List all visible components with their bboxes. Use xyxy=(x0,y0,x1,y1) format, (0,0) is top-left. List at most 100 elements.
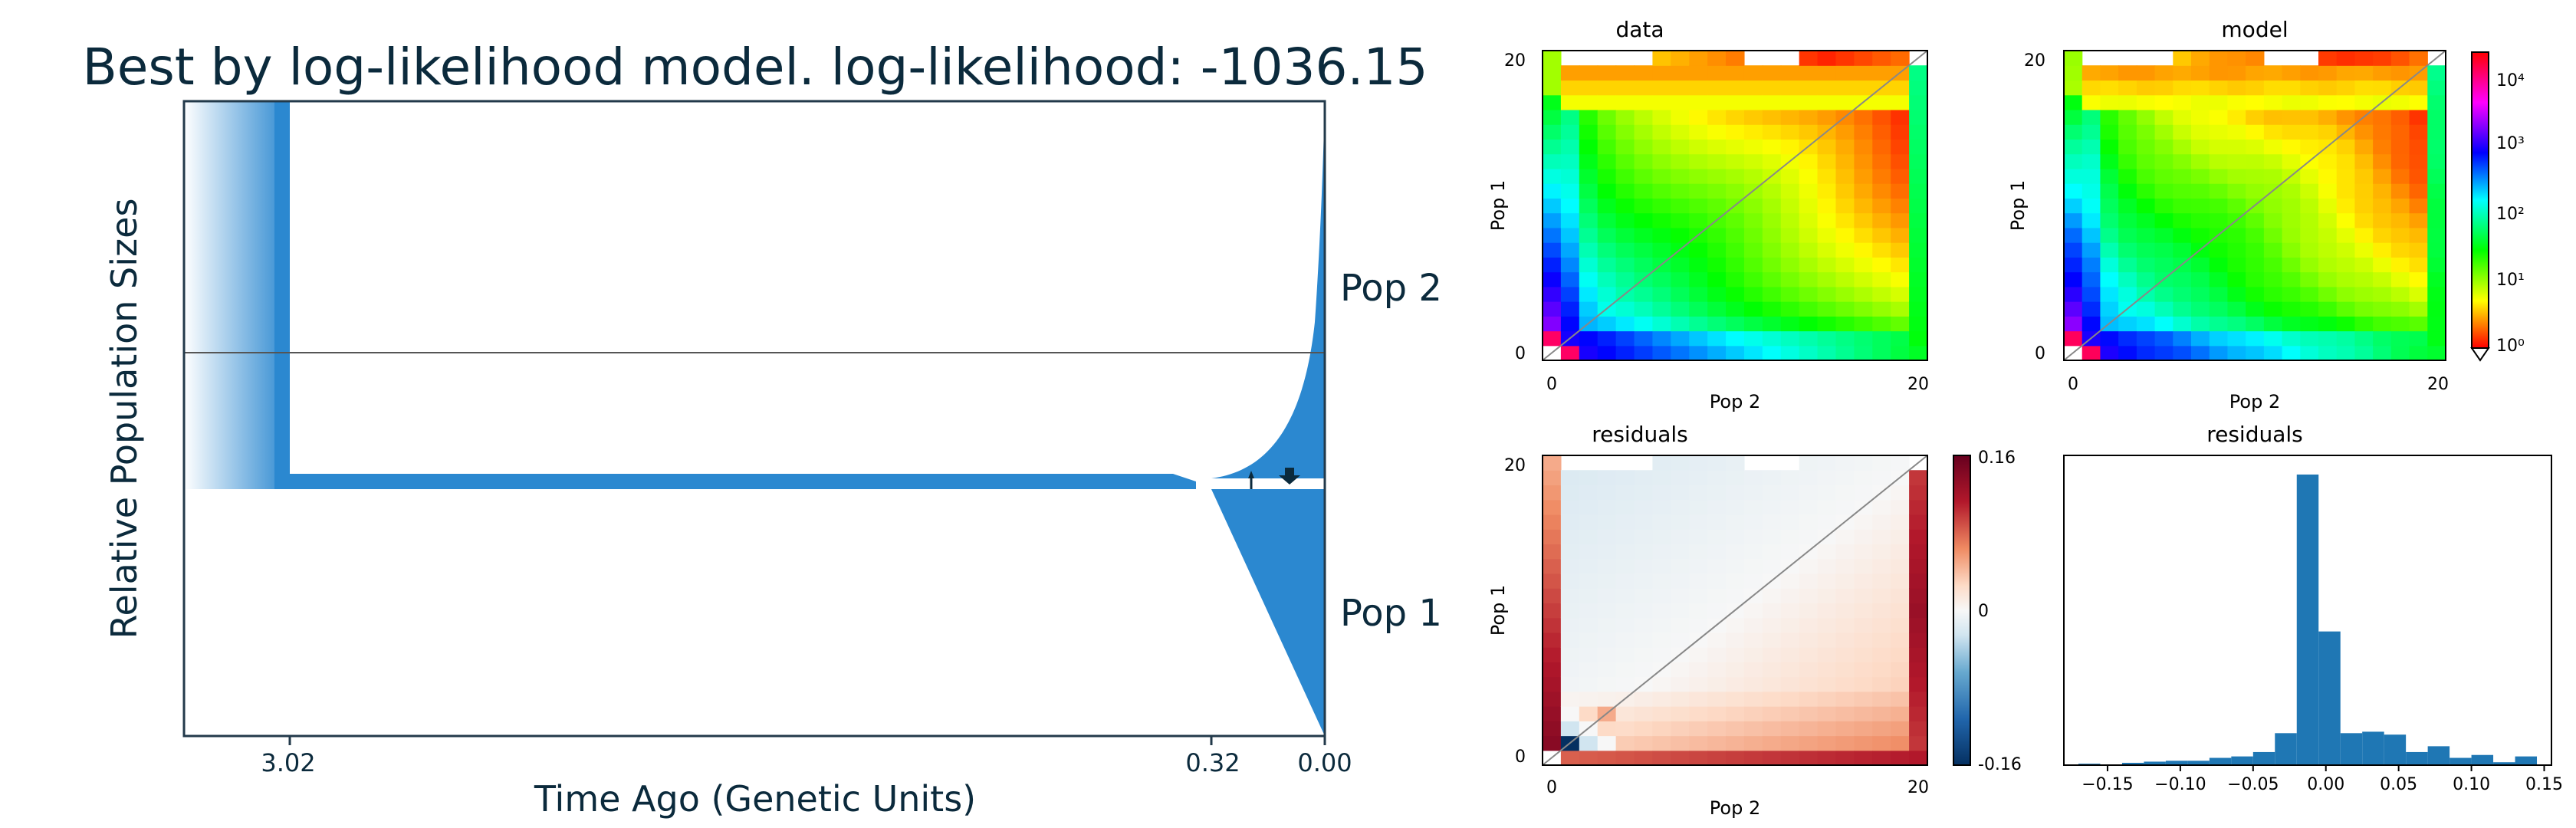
heatmap-cell xyxy=(1780,647,1800,662)
histogram-x-tick-label: 0.00 xyxy=(2307,775,2344,794)
heatmap-cell xyxy=(1707,271,1727,288)
heatmap-cell xyxy=(2354,271,2374,288)
heatmap-cell xyxy=(1854,647,1873,662)
heatmap-cell xyxy=(1891,632,1910,648)
heatmap-cell xyxy=(2227,94,2246,110)
heatmap-cell xyxy=(1909,485,1928,501)
model-heatmap-cells xyxy=(2064,51,2446,361)
heatmap-cell xyxy=(1891,514,1910,530)
heatmap-cell xyxy=(1909,139,1928,155)
heatmap-cell xyxy=(1597,94,1617,110)
heatmap-cell xyxy=(1762,544,1782,560)
heatmap-cell xyxy=(1543,691,1562,707)
heatmap-cell xyxy=(1762,330,1782,347)
residual-colorbar xyxy=(1953,455,1971,766)
heatmap-cell xyxy=(2136,212,2156,228)
heatmap-cell xyxy=(1891,212,1910,228)
heatmap-cell xyxy=(2173,109,2192,125)
heatmap-cell xyxy=(1615,153,1635,169)
heatmap-cell xyxy=(1689,721,1708,737)
heatmap-cell xyxy=(1689,183,1708,199)
heatmap-cell xyxy=(1579,139,1598,155)
heatmap-cell xyxy=(1560,316,1580,332)
heatmap-cell xyxy=(1743,65,1763,81)
heatmap-cell xyxy=(2300,168,2319,184)
heatmap-cell xyxy=(1634,603,1654,619)
heatmap-cell xyxy=(1597,345,1617,361)
heatmap-cell xyxy=(1743,316,1763,332)
heatmap-cell xyxy=(1597,499,1617,515)
heatmap-cell xyxy=(2354,227,2374,243)
heatmap-cell xyxy=(1634,212,1654,228)
heatmap-cell xyxy=(1743,647,1763,662)
heatmap-cell xyxy=(1891,603,1910,619)
heatmap-cell xyxy=(1799,65,1819,81)
data-heatmap-axes xyxy=(1542,50,1928,361)
heatmap-cell xyxy=(2246,345,2265,361)
heatmap-cell xyxy=(1799,301,1819,317)
heatmap-cell xyxy=(2100,286,2119,302)
heatmap-cell xyxy=(1909,676,1928,692)
heatmap-cell xyxy=(1707,485,1727,501)
heatmap-cell xyxy=(1652,721,1671,737)
heatmap-cell xyxy=(1891,485,1910,501)
heatmap-cell xyxy=(2409,139,2428,155)
heatmap-cell xyxy=(2082,153,2101,169)
heatmap-cell xyxy=(1689,470,1708,486)
heatmap-cell xyxy=(2173,271,2192,288)
heatmap-cell xyxy=(1671,212,1690,228)
heatmap-cell xyxy=(2354,301,2374,317)
heatmap-cell xyxy=(2191,168,2210,184)
heatmap-cell xyxy=(2154,124,2174,140)
heatmap-cell xyxy=(1543,271,1562,288)
heatmap-cell xyxy=(2209,94,2229,110)
heatmap-cell xyxy=(1543,617,1562,633)
heatmap-cell xyxy=(1634,227,1654,243)
heatmap-cell xyxy=(2118,65,2137,81)
heatmap-cell xyxy=(1726,168,1745,184)
heatmap-cell xyxy=(1891,316,1910,332)
heatmap-cell xyxy=(1817,257,1837,273)
heatmap-cell xyxy=(2100,153,2119,169)
heatmap-cell xyxy=(2191,212,2210,228)
heatmap-cell xyxy=(1634,65,1654,81)
heatmap-cell xyxy=(1780,330,1800,347)
heatmap-cell xyxy=(1652,124,1671,140)
heatmap-cell xyxy=(1780,124,1800,140)
heatmap-cell xyxy=(2282,139,2301,155)
heatmap-cell xyxy=(2282,212,2301,228)
heatmap-cell xyxy=(1891,257,1910,273)
heatmap-cell xyxy=(1634,286,1654,302)
heatmap-cell xyxy=(2373,168,2392,184)
heatmap-cell xyxy=(1543,588,1562,603)
heatmap-cell xyxy=(1872,735,1891,751)
x-tick-label-3-02: 3.02 xyxy=(261,748,315,777)
model-diagonal xyxy=(2063,50,2446,361)
heatmap-cell xyxy=(1597,514,1617,530)
heatmap-cell xyxy=(1835,573,1855,589)
heatmap-cell xyxy=(1835,80,1855,96)
heatmap-cell xyxy=(2300,271,2319,288)
heatmap-cell xyxy=(1579,330,1598,347)
heatmap-cell xyxy=(1560,588,1580,603)
heatmap-cell xyxy=(1634,558,1654,574)
heatmap-cell xyxy=(2390,183,2410,199)
heatmap-cell xyxy=(1891,80,1910,96)
heatmap-cell xyxy=(1726,286,1745,302)
heatmap-cell xyxy=(2173,316,2192,332)
heatmap-cell xyxy=(1543,573,1562,589)
heatmap-cell xyxy=(1579,227,1598,243)
heatmap-cell xyxy=(2227,301,2246,317)
heatmap-cell xyxy=(1762,617,1782,633)
heatmap-cell xyxy=(1579,647,1598,662)
heatmap-cell xyxy=(2154,139,2174,155)
heatmap-cell xyxy=(1799,212,1819,228)
heatmap-cell xyxy=(2082,227,2101,243)
heatmap-cell xyxy=(1799,721,1819,737)
heatmap-cell xyxy=(2246,316,2265,332)
heatmap-cell xyxy=(1597,227,1617,243)
heatmap-cell xyxy=(2318,124,2338,140)
heatmap-cell xyxy=(1780,750,1800,766)
heatmap-cell xyxy=(1780,183,1800,199)
heatmap-cell xyxy=(1615,750,1635,766)
